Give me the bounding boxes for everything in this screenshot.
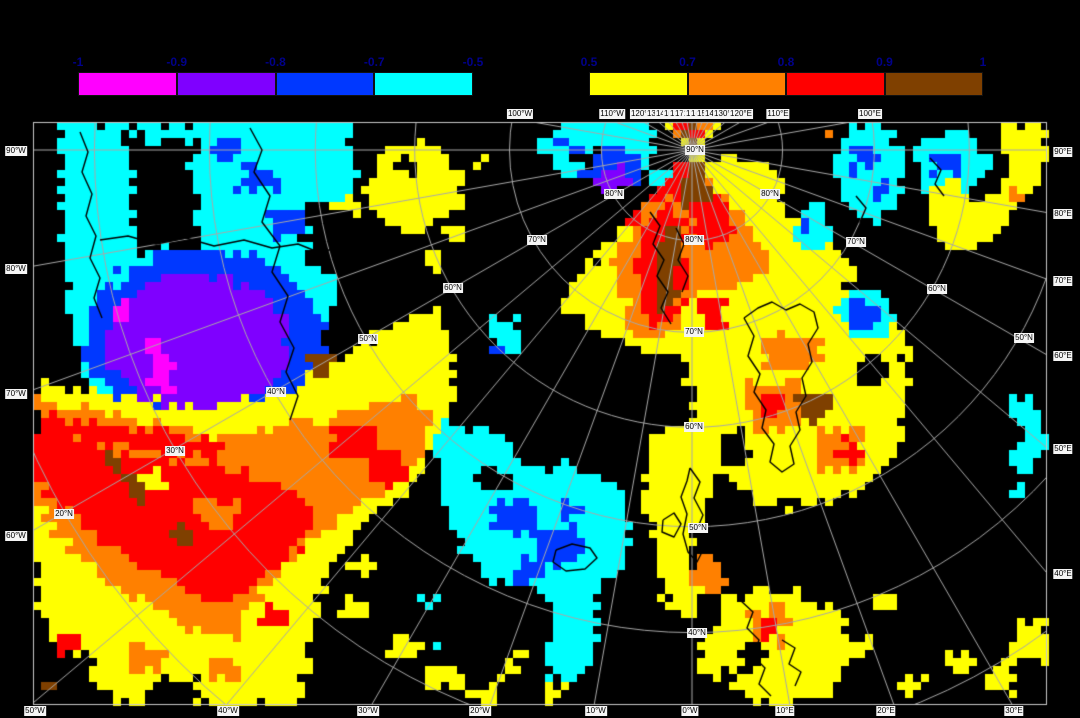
- negative-colorbar-tick-label: -0.9: [166, 55, 188, 69]
- longitude-label-bottom: 20°E: [876, 706, 896, 716]
- negative-colorbar-segment: [374, 72, 473, 96]
- latitude-label: 20°N: [54, 509, 74, 519]
- positive-colorbar-tick-label: 0.5: [580, 55, 598, 69]
- longitude-label-bottom: 10°W: [585, 706, 607, 716]
- longitude-label-bottom: 20°W: [469, 706, 491, 716]
- longitude-label-pole-cluster: 130°E: [713, 109, 737, 119]
- longitude-label-right: 70°E: [1053, 276, 1073, 286]
- latitude-label: 40°N: [687, 628, 707, 638]
- longitude-label-top: 110°W: [599, 109, 625, 119]
- longitude-label-top: 100°E: [858, 109, 882, 119]
- latitude-label: 80°N: [760, 189, 780, 199]
- negative-colorbar-tick-label: -1: [72, 55, 84, 69]
- negative-colorbar-segment: [275, 72, 375, 96]
- negative-colorbar-tick-label: -0.7: [363, 55, 385, 69]
- longitude-label-pole-cluster: 120°E: [729, 109, 753, 119]
- longitude-label-bottom: 50°W: [24, 706, 46, 716]
- longitude-label-right: 90°E: [1053, 147, 1073, 157]
- longitude-label-right: 50°E: [1053, 444, 1073, 454]
- latitude-label: 30°N: [165, 446, 185, 456]
- longitude-label-left: 60°W: [5, 531, 27, 541]
- positive-colorbar-segment: [589, 72, 688, 96]
- longitude-label-right: 40°E: [1053, 569, 1073, 579]
- latitude-label: 50°N: [688, 523, 708, 533]
- latitude-label: 60°N: [927, 284, 947, 294]
- positive-colorbar-segment: [786, 72, 885, 96]
- longitude-label-left: 80°W: [5, 264, 27, 274]
- latitude-label: 70°N: [527, 235, 547, 245]
- latitude-label: 90°N: [685, 145, 705, 155]
- negative-colorbar-tick-label: -0.5: [462, 55, 484, 69]
- longitude-label-right: 60°E: [1053, 351, 1073, 361]
- latitude-label: 50°N: [358, 334, 378, 344]
- latitude-label: 80°N: [684, 235, 704, 245]
- positive-colorbar-segment: [687, 72, 786, 96]
- longitude-label-bottom: 30°E: [1004, 706, 1024, 716]
- longitude-label-top: 110°E: [766, 109, 790, 119]
- latitude-label: 50°N: [1014, 333, 1034, 343]
- longitude-label-bottom: 30°W: [357, 706, 379, 716]
- latitude-label: 80°N: [604, 189, 624, 199]
- latitude-label: 70°N: [846, 237, 866, 247]
- latitude-label: 40°N: [266, 387, 286, 397]
- longitude-label-right: 80°E: [1053, 209, 1073, 219]
- latitude-label: 60°N: [443, 283, 463, 293]
- negative-colorbar-segment: [78, 72, 177, 96]
- positive-colorbar-tick-label: 0.7: [679, 55, 696, 69]
- negative-colorbar-segment: [176, 72, 276, 96]
- longitude-label-left: 70°W: [5, 389, 27, 399]
- longitude-label-top: 100°W: [506, 109, 534, 119]
- positive-colorbar-tick-label: 0.9: [876, 55, 893, 69]
- longitude-label-left: 90°W: [5, 146, 27, 156]
- negative-colorbar-tick-label: -0.8: [265, 55, 286, 69]
- positive-colorbar-tick-label: 1: [979, 55, 987, 69]
- longitude-label-bottom: 0°W: [681, 706, 699, 716]
- latitude-label: 60°N: [684, 422, 704, 432]
- positive-colorbar-tick-label: 0.8: [777, 55, 795, 69]
- longitude-label-bottom: 10°E: [775, 706, 795, 716]
- positive-colorbar-segment: [884, 72, 983, 96]
- longitude-label-pole-cluster: 120°W: [629, 109, 657, 119]
- latitude-label: 70°N: [684, 327, 704, 337]
- longitude-label-bottom: 40°W: [217, 706, 239, 716]
